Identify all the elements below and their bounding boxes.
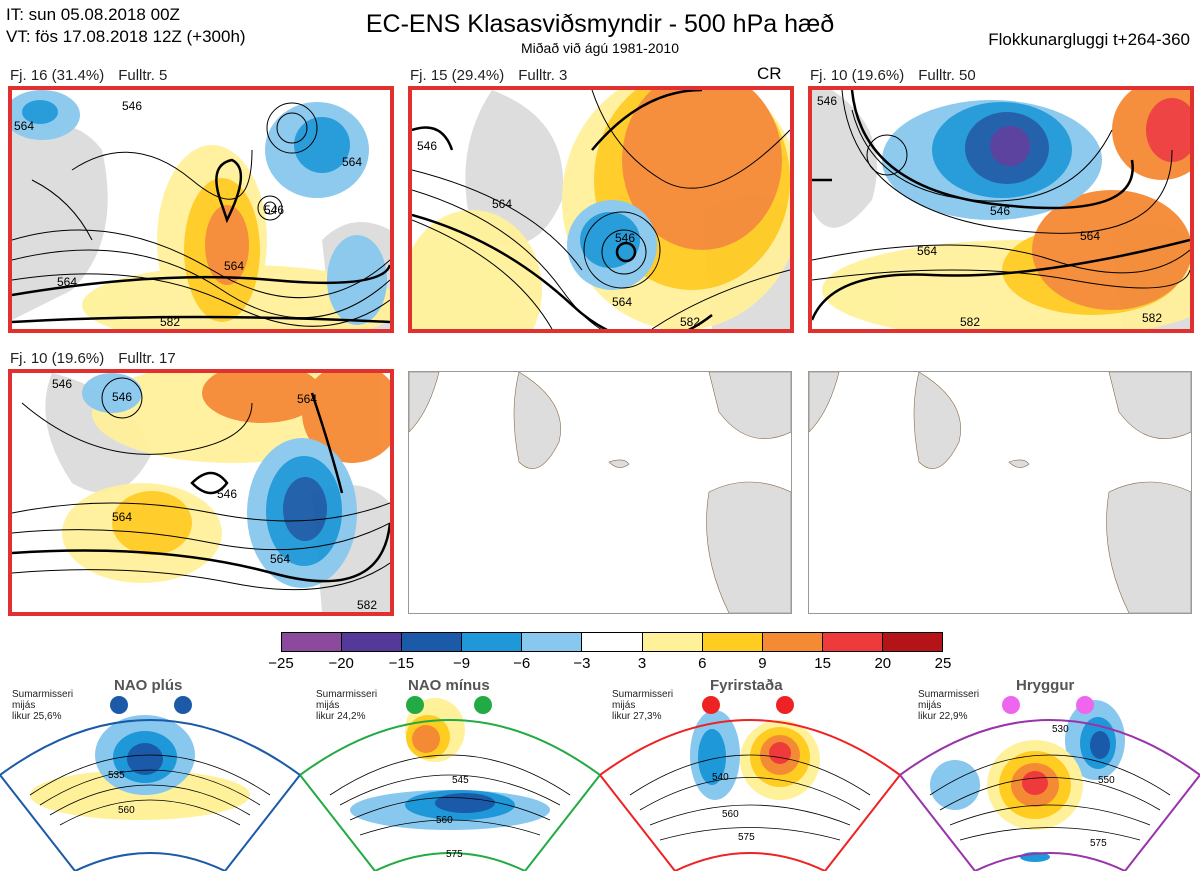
cr-tag: CR xyxy=(757,64,782,83)
colorbar-tick-label: −15 xyxy=(388,655,415,672)
cluster-map-1[interactable]: 546 564 564 582 564 546 564 xyxy=(8,86,394,333)
page-title: EC-ENS Klasasviðsmyndir - 500 hPa hæð xyxy=(365,10,835,38)
contour-label: 582 xyxy=(1142,311,1162,325)
representative-member: Fulltr. 3 xyxy=(518,67,568,84)
contour-label: 564 xyxy=(492,197,512,211)
regime-note: Sumarmisseri mijás likur 27,3% xyxy=(612,689,674,722)
valid-time: VT: fös 17.08.2018 12Z (+300h) xyxy=(6,27,246,46)
contour-label: 546 xyxy=(615,231,635,245)
panel-4-label: Fj. 10 (19.6%) Fulltr. 17 xyxy=(10,350,176,367)
empty-map-5 xyxy=(408,371,792,614)
regime-title: Hryggur xyxy=(1016,677,1075,694)
contour-label: 560 xyxy=(722,809,739,820)
regime-note: Sumarmisseri mijás likur 25,6% xyxy=(12,689,74,722)
cluster-map-2[interactable]: 546 564 546 564 582 xyxy=(408,86,794,333)
contour-label: 575 xyxy=(446,849,463,860)
representative-member: Fulltr. 17 xyxy=(118,350,176,367)
contour-label: 564 xyxy=(612,295,632,309)
contour-label: 575 xyxy=(1090,838,1107,849)
cluster-count: Fj. 10 (19.6%) xyxy=(10,350,105,367)
colorbar-swatch xyxy=(702,633,763,651)
panel-2-label: Fj. 15 (29.4%) Fulltr. 3 xyxy=(410,67,567,84)
contour-label: 564 xyxy=(1080,229,1100,243)
contour-label: 546 xyxy=(990,204,1010,218)
colorbar-swatch xyxy=(642,633,703,651)
contour-label: 546 xyxy=(217,487,237,501)
initial-time: IT: sun 05.08.2018 00Z xyxy=(6,5,180,24)
contour-label: 546 xyxy=(112,390,132,404)
colorbar-tick-label: 20 xyxy=(874,655,892,672)
regime-title: NAO mínus xyxy=(408,677,490,694)
representative-member: Fulltr. 50 xyxy=(918,67,976,84)
cluster-count: Fj. 10 (19.6%) xyxy=(810,67,905,84)
contour-label: 530 xyxy=(1052,724,1069,735)
colorbar-swatch xyxy=(822,633,883,651)
regime-title: NAO plús xyxy=(114,677,183,694)
contour-label: 564 xyxy=(297,392,317,406)
colorbar-tick-label: 25 xyxy=(934,655,952,672)
contour-label: 582 xyxy=(680,315,700,329)
contour-label: 582 xyxy=(357,598,377,612)
colorbar-swatch xyxy=(882,633,943,651)
contour-label: 564 xyxy=(917,244,937,258)
contour-label: 545 xyxy=(452,775,469,786)
anomaly-colorbar xyxy=(281,632,943,652)
page-subtitle: Miðað við ágú 1981-2010 xyxy=(520,40,679,56)
colorbar-swatch xyxy=(402,633,463,651)
regime-nao-plus: Sumarmisseri mijás likur 25,6% NAO plús … xyxy=(0,675,300,871)
empty-map-6 xyxy=(808,371,1192,614)
regime-nao-minus: Sumarmisseri mijás likur 24,2% NAO mínus… xyxy=(300,675,600,871)
contour-label: 582 xyxy=(160,315,180,329)
cluster-count: Fj. 16 (31.4%) xyxy=(10,67,105,84)
regime-note: Sumarmisseri mijás likur 22,9% xyxy=(918,689,980,722)
regime-note: Sumarmisseri mijás likur 24,2% xyxy=(316,689,378,722)
contour-label: 546 xyxy=(817,94,837,108)
colorbar-tick-label: 15 xyxy=(814,655,831,672)
colorbar-tick-label: 9 xyxy=(758,655,767,672)
colorbar-tick-label: −9 xyxy=(452,655,471,672)
classification-window: Flokkunargluggi t+264-360 xyxy=(988,30,1190,49)
colorbar-tick-label: −6 xyxy=(513,655,531,672)
contour-label: 564 xyxy=(112,510,132,524)
regime-title: Fyrirstaða xyxy=(710,677,783,694)
contour-label: 564 xyxy=(224,259,244,273)
colorbar-swatch xyxy=(522,633,583,651)
colorbar-tick-label: −3 xyxy=(573,655,591,672)
contour-label: 540 xyxy=(712,772,729,783)
contour-label: 546 xyxy=(264,203,284,217)
contour-label: 564 xyxy=(342,155,362,169)
colorbar-tick-label: 6 xyxy=(698,655,707,672)
cluster-count: Fj. 15 (29.4%) xyxy=(410,67,505,84)
panel-1-label: Fj. 16 (31.4%) Fulltr. 5 xyxy=(10,67,167,84)
contour-label: 546 xyxy=(122,99,142,113)
colorbar-swatch xyxy=(342,633,403,651)
panel-3-label: Fj. 10 (19.6%) Fulltr. 50 xyxy=(810,67,976,84)
contour-label: 560 xyxy=(436,815,453,826)
colorbar-swatch xyxy=(282,633,343,651)
contour-label: 535 xyxy=(108,770,125,781)
contour-label: 546 xyxy=(52,377,72,391)
colorbar-tick-label: 3 xyxy=(637,655,647,672)
contour-label: 564 xyxy=(57,275,77,289)
regime-blocking: Sumarmisseri mijás likur 27,3% Fyrirstað… xyxy=(600,675,900,871)
cluster-map-3[interactable]: 546 546 564 564 582 582 xyxy=(808,86,1194,333)
contour-label: 582 xyxy=(960,315,980,329)
representative-member: Fulltr. 5 xyxy=(118,67,168,84)
contour-label: 550 xyxy=(1098,775,1115,786)
run-info: IT: sun 05.08.2018 00Z VT: fös 17.08.201… xyxy=(6,4,246,48)
colorbar-tick-label: −20 xyxy=(328,655,354,672)
regime-ridge: Sumarmisseri mijás likur 22,9% Hryggur 5… xyxy=(900,675,1200,871)
colorbar-tick-label: −25 xyxy=(268,655,294,672)
contour-label: 560 xyxy=(118,805,135,816)
contour-label: 564 xyxy=(270,552,290,566)
contour-label: 575 xyxy=(738,832,755,843)
colorbar-swatch xyxy=(462,633,523,651)
cluster-map-4[interactable]: 546 546 564 564 546 564 582 xyxy=(8,369,394,616)
contour-label: 564 xyxy=(14,119,34,133)
contour-label: 546 xyxy=(417,139,437,153)
colorbar-swatch xyxy=(762,633,823,651)
colorbar-swatch xyxy=(582,633,643,651)
